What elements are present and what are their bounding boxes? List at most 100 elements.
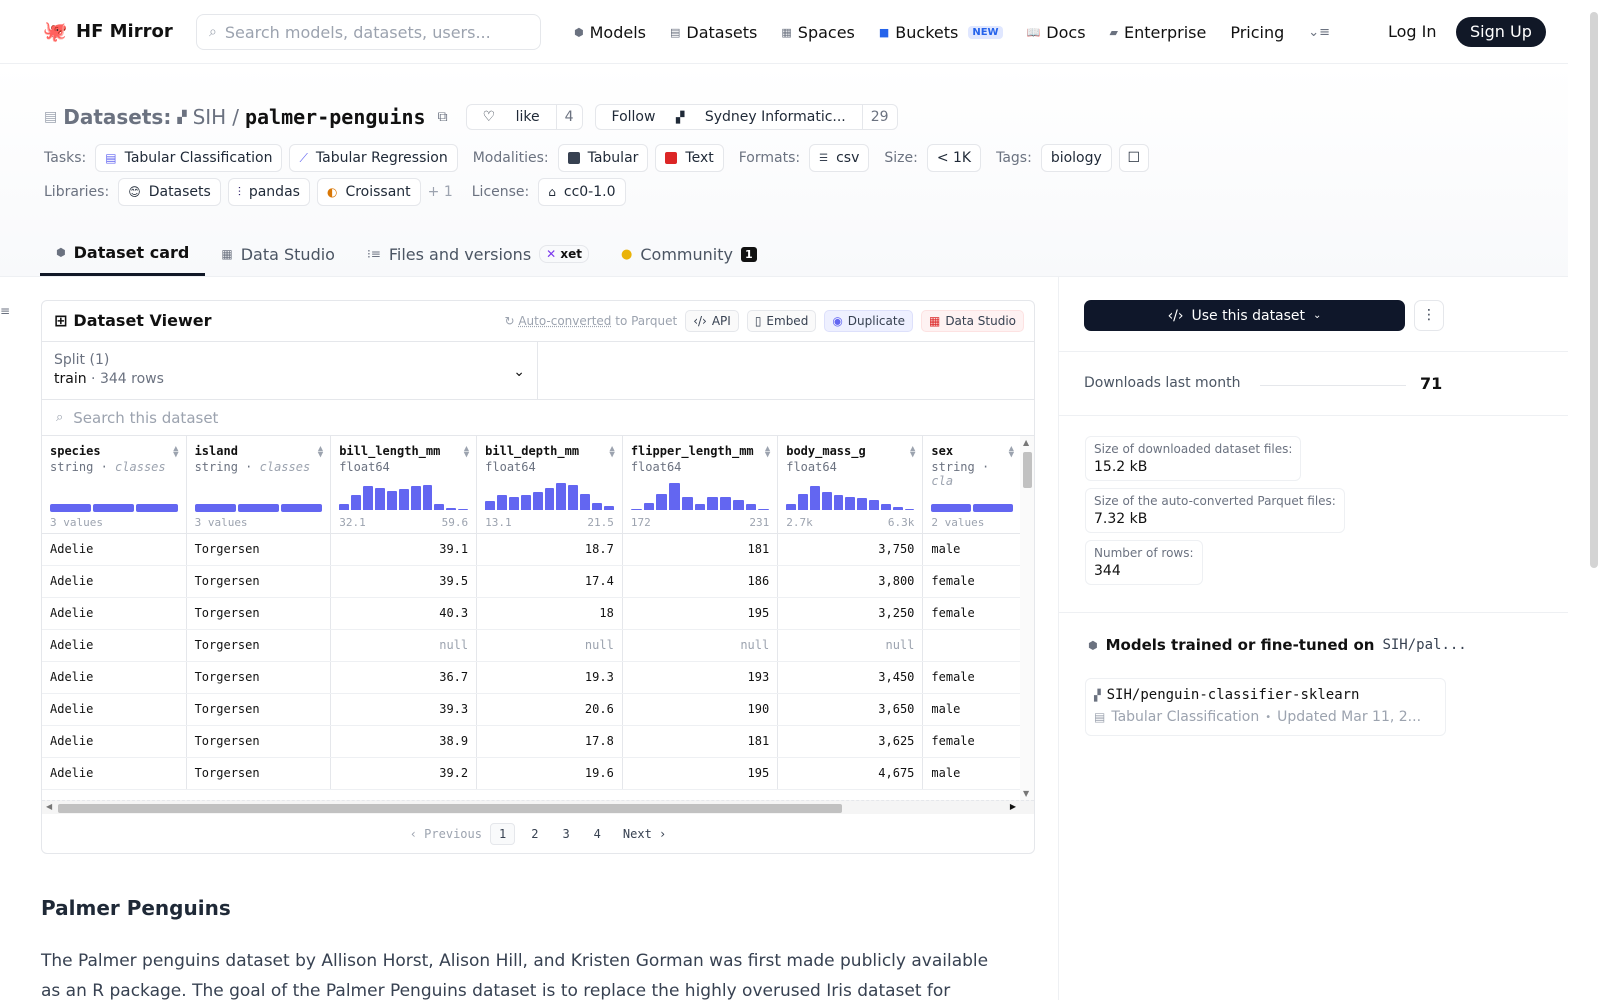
nav-link-docs[interactable]: 📖 Docs — [1027, 18, 1086, 46]
page-scrollbar[interactable] — [1588, 0, 1600, 1000]
histogram-bar[interactable] — [374, 487, 385, 510]
table-row[interactable]: Adelie Torgersen 40.3 18 195 3,250 female — [42, 597, 1022, 630]
use-this-dataset-button[interactable]: ‹/› Use this dataset ⌄ — [1084, 300, 1405, 331]
table-cell-flipper_length_mm[interactable]: 195 — [622, 597, 779, 630]
hscroll-thumb[interactable] — [58, 804, 842, 813]
table-cell-sex[interactable]: female — [922, 565, 1022, 598]
histogram-bar[interactable] — [707, 496, 719, 510]
histogram-bar[interactable] — [410, 486, 421, 510]
nav-link-spaces[interactable]: ▦ Spaces — [781, 18, 855, 46]
more-options-button[interactable]: ⋮ — [1414, 300, 1444, 331]
task-tag-tabular-classification[interactable]: ▤ Tabular Classification — [95, 144, 283, 172]
table-cell-bill_depth_mm[interactable]: 17.8 — [476, 725, 623, 758]
table-cell-bill_length_mm[interactable]: null — [330, 629, 478, 662]
tab-files-and-versions[interactable]: ⁝≡ Files and versions ✕ xet — [351, 232, 605, 276]
histogram-bar[interactable] — [386, 490, 397, 510]
class-segment[interactable] — [280, 504, 323, 512]
table-cell-island[interactable]: Torgersen — [186, 597, 332, 630]
table-row[interactable]: Adelie Torgersen 39.1 18.7 181 3,750 male — [42, 533, 1022, 566]
page-button-4[interactable]: 4 — [593, 827, 601, 841]
histogram-bar[interactable] — [630, 508, 642, 510]
table-cell-body_mass_g[interactable]: 3,800 — [777, 565, 924, 598]
auto-converted-link[interactable]: Auto-converted — [518, 314, 612, 328]
histogram-bar[interactable] — [809, 486, 820, 510]
table-cell-body_mass_g[interactable]: 3,625 — [777, 725, 924, 758]
histogram-bar[interactable] — [694, 504, 706, 510]
histogram-bar[interactable] — [758, 508, 770, 510]
table-cell-body_mass_g[interactable]: 4,675 — [777, 757, 924, 790]
scroll-left-icon[interactable]: ◀ — [46, 802, 53, 811]
table-cell-species[interactable]: Adelie — [42, 629, 187, 662]
horizontal-scrollbar[interactable]: ◀ ▶ — [42, 800, 1034, 814]
histogram-bar[interactable] — [869, 499, 879, 510]
histogram-bar[interactable] — [821, 492, 832, 510]
global-search-input[interactable]: ⌕ Search models, datasets, users... — [196, 14, 541, 50]
histogram-bar[interactable] — [422, 484, 433, 510]
histogram-bar[interactable] — [458, 508, 469, 510]
table-cell-island[interactable]: Torgersen — [186, 629, 332, 662]
table-row[interactable]: Adelie Torgersen 38.9 17.8 181 3,625 female — [42, 725, 1022, 758]
histogram-bar[interactable] — [580, 493, 591, 510]
sort-icon[interactable]: ▲ ▼ — [764, 444, 771, 460]
histogram-bar[interactable] — [339, 504, 350, 510]
histogram-bar[interactable] — [398, 489, 409, 510]
scroll-down-icon[interactable]: ▼ — [1023, 789, 1030, 798]
table-cell-bill_length_mm[interactable]: 39.3 — [330, 693, 478, 726]
table-cell-sex[interactable] — [922, 629, 1022, 662]
table-cell-bill_depth_mm[interactable]: 18.7 — [476, 533, 623, 566]
histogram-bar[interactable] — [363, 486, 373, 510]
table-cell-flipper_length_mm[interactable]: 193 — [622, 661, 779, 694]
split-select[interactable]: Split (1) train · 344 rows ⌄ — [42, 342, 538, 400]
format-tag-csv[interactable]: ☰ csv — [809, 144, 870, 172]
histogram-bar[interactable] — [568, 484, 579, 510]
table-row[interactable]: Adelie Torgersen null null null null — [42, 629, 1022, 662]
nav-link-models[interactable]: ⬢ Models — [574, 18, 646, 46]
table-cell-bill_depth_mm[interactable]: 19.3 — [476, 661, 623, 694]
histogram-bar[interactable] — [643, 502, 655, 510]
section-label[interactable]: Datasets: — [63, 105, 172, 129]
tab-community[interactable]: ● Community 1 — [605, 232, 773, 276]
table-cell-island[interactable]: Torgersen — [186, 757, 332, 790]
page-scroll-thumb[interactable] — [1590, 12, 1598, 568]
table-row[interactable]: Adelie Torgersen 39.5 17.4 186 3,800 female — [42, 565, 1022, 598]
class-segment[interactable] — [973, 504, 1014, 512]
histogram-bar[interactable] — [786, 504, 797, 510]
table-cell-bill_length_mm[interactable]: 39.1 — [330, 533, 478, 566]
histogram-bar[interactable] — [833, 495, 844, 510]
page-button-3[interactable]: 3 — [562, 827, 570, 841]
table-cell-species[interactable]: Adelie — [42, 757, 187, 790]
sort-icon[interactable]: ▲ ▼ — [909, 444, 916, 460]
table-cell-sex[interactable]: male — [922, 533, 1022, 566]
table-cell-bill_depth_mm[interactable]: 19.6 — [476, 757, 623, 790]
table-row[interactable]: Adelie Torgersen 36.7 19.3 193 3,450 female — [42, 661, 1022, 694]
histogram-bar[interactable] — [798, 493, 808, 510]
column-header-body_mass_g[interactable]: body_mass_g float64 ▲ ▼ 2.7k 6.3k — [777, 436, 924, 534]
table-cell-bill_depth_mm[interactable]: 20.6 — [476, 693, 623, 726]
embed-button[interactable]: ▯ Embed — [746, 310, 817, 332]
table-cell-island[interactable]: Torgersen — [186, 533, 332, 566]
sort-icon[interactable]: ▲ ▼ — [317, 444, 324, 460]
sort-icon[interactable]: ▲ ▼ — [1008, 444, 1014, 460]
histogram-bar[interactable] — [732, 499, 744, 510]
histogram-bar[interactable] — [446, 507, 457, 510]
table-cell-species[interactable]: Adelie — [42, 725, 187, 758]
table-cell-flipper_length_mm[interactable]: 181 — [622, 533, 779, 566]
column-header-bill_length_mm[interactable]: bill_length_mm float64 ▲ ▼ 32.1 59.6 — [330, 436, 478, 534]
dataset-search-input[interactable]: ⌕ Search this dataset — [42, 400, 1034, 436]
follow-button[interactable]: Follow ▞ Sydney Informatic... 29 — [594, 104, 898, 130]
class-segment[interactable] — [50, 504, 92, 512]
library-tag-datasets[interactable]: 😊 Datasets — [118, 178, 221, 206]
sort-icon[interactable]: ▲ ▼ — [463, 444, 470, 460]
modality-tag-tabular[interactable]: Tabular — [557, 144, 649, 172]
histogram-bar[interactable] — [603, 505, 614, 510]
histogram-bar[interactable] — [681, 496, 693, 510]
page-button-2[interactable]: 2 — [531, 827, 539, 841]
class-segment[interactable] — [931, 504, 972, 512]
tab-dataset-card[interactable]: ⬢ Dataset card — [40, 232, 206, 276]
nav-link-pricing[interactable]: Pricing — [1230, 18, 1284, 46]
model-card[interactable]: ▞ SIH/penguin-classifier-sklearn ▤ Tabular… — [1085, 678, 1446, 736]
size-tag[interactable]: < 1K — [926, 144, 982, 172]
class-segment[interactable] — [194, 504, 236, 512]
table-cell-body_mass_g[interactable]: 3,450 — [777, 661, 924, 694]
table-cell-bill_length_mm[interactable]: 39.5 — [330, 565, 478, 598]
